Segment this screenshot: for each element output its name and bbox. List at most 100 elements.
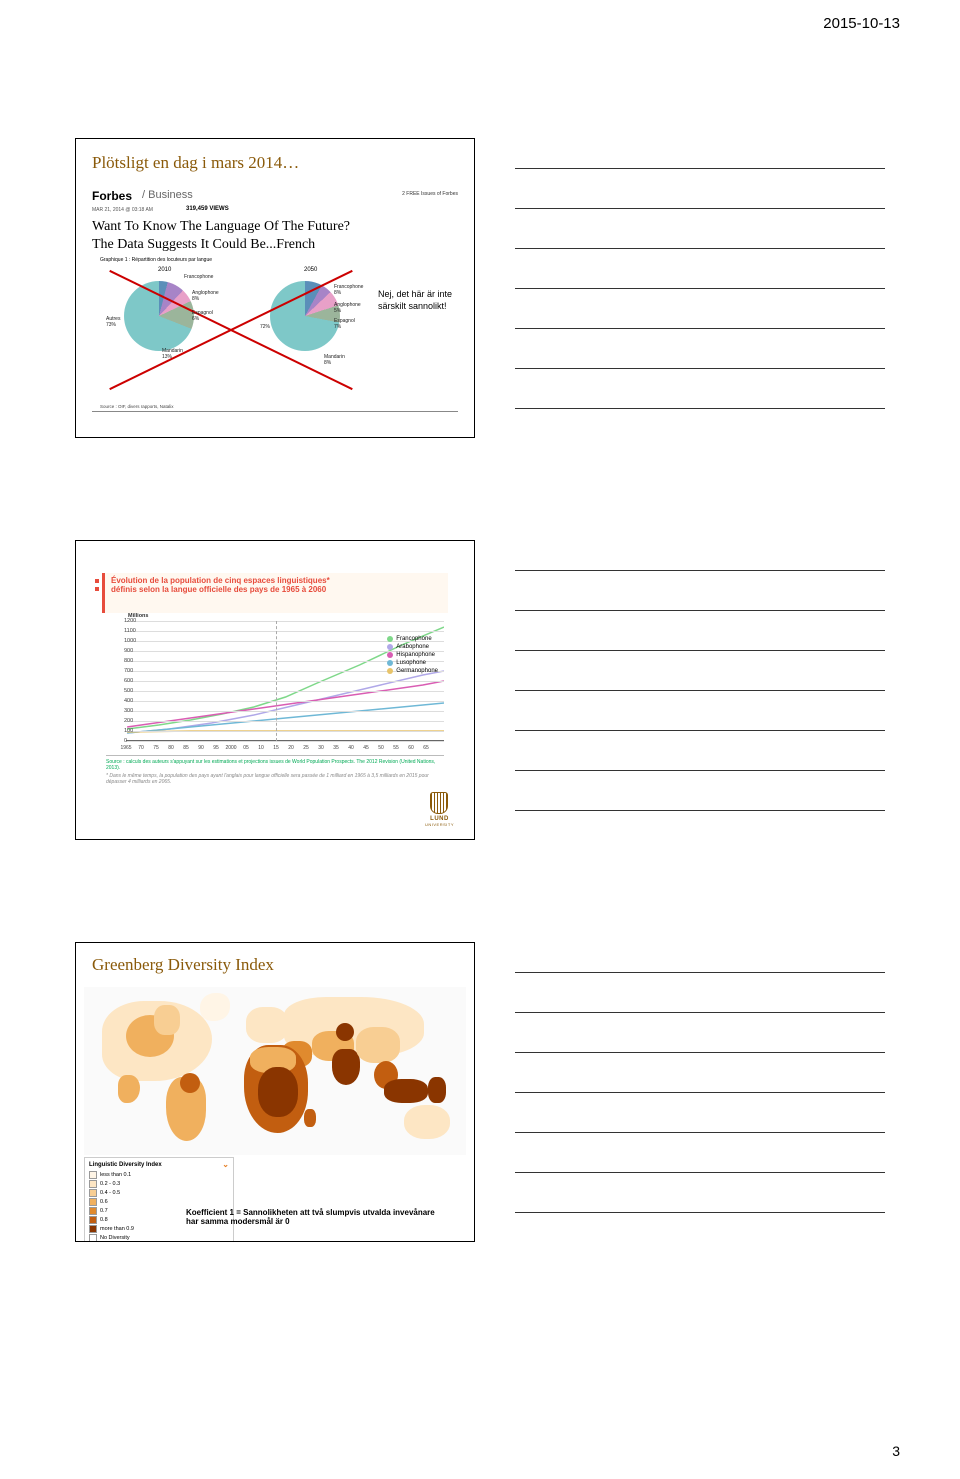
line-chart-legend: FrancophoneArabophoneHispanophoneLusopho…: [387, 636, 438, 676]
pie-label: Espagnol6%: [192, 311, 213, 322]
note-line: [515, 610, 885, 611]
x-tick-label: 45: [363, 745, 369, 751]
map-legend-item: 0.2 - 0.3: [89, 1180, 229, 1188]
note-line: [515, 288, 885, 289]
slide2-title-band: Évolution de la population de cinq espac…: [102, 573, 448, 613]
map-legend-swatch: [89, 1207, 97, 1215]
map-legend-item: No Diversity: [89, 1234, 229, 1242]
slide-2: Évolution de la population de cinq espac…: [75, 540, 475, 840]
map-legend-swatch: [89, 1198, 97, 1206]
slide3-caption: Koefficient 1 = Sannolikheten att två sl…: [186, 1208, 444, 1227]
note-line: [515, 1172, 885, 1173]
lund-sub: UNIVERSITY: [425, 822, 454, 827]
note-line: [515, 972, 885, 973]
headline-line1: Want To Know The Language Of The Future?: [92, 219, 350, 235]
x-tick-label: 55: [393, 745, 399, 751]
slide1-annotation: Nej, det här är inte särskilt sannolikt!: [378, 289, 474, 312]
x-tick-label: 90: [198, 745, 204, 751]
note-line: [515, 650, 885, 651]
page-number: 3: [892, 1443, 900, 1459]
map-legend-swatch: [89, 1189, 97, 1197]
x-tick-label: 05: [243, 745, 249, 751]
forbes-promo: 2 FREE Issues of Forbes: [402, 191, 458, 197]
world-map: [84, 987, 466, 1155]
map-legend-label: 0.2 - 0.3: [100, 1181, 120, 1187]
legend-item: Hispanophone: [387, 652, 438, 658]
legend-swatch: [387, 644, 393, 650]
x-tick-label: 25: [303, 745, 309, 751]
legend-label: Germanophone: [396, 668, 438, 674]
map-legend-item: 0.6: [89, 1198, 229, 1206]
x-tick-label: 50: [378, 745, 384, 751]
slide2-footnote: * Dans le même temps, la population des …: [106, 773, 444, 785]
map-legend-item: 0.4 - 0.5: [89, 1189, 229, 1197]
x-tick-label: 35: [333, 745, 339, 751]
x-tick-label: 65: [423, 745, 429, 751]
note-line: [515, 690, 885, 691]
note-line: [515, 408, 885, 409]
slide-row-3: Greenberg Diversity Index: [75, 942, 885, 1242]
pie-label: Espagnol7%: [334, 319, 355, 330]
note-line: [515, 1132, 885, 1133]
pie-label: Francophone: [184, 275, 213, 281]
legend-label: Lusophone: [396, 660, 426, 666]
chevron-down-icon: ⌄: [222, 1160, 229, 1169]
map-legend-label: less than 0.1: [100, 1172, 131, 1178]
lund-crest-icon: [430, 792, 448, 814]
slide2-source: Source : calculs des auteurs s'appuyant …: [106, 755, 444, 771]
x-tick-label: 95: [213, 745, 219, 751]
note-line: [515, 208, 885, 209]
pie-label: Mandarin8%: [324, 355, 345, 366]
x-tick-label: 70: [138, 745, 144, 751]
note-line: [515, 770, 885, 771]
map-legend-label: No Diversity: [100, 1235, 130, 1241]
note-line: [515, 1212, 885, 1213]
legend-swatch: [387, 652, 393, 658]
legend-label: Arabophone: [396, 644, 429, 650]
pie-label: Autres73%: [106, 317, 120, 328]
crossout-overlay: [96, 259, 366, 399]
slide-row-2: Évolution de la population de cinq espac…: [75, 540, 885, 840]
forbes-logo: Forbes: [92, 189, 132, 203]
note-line: [515, 730, 885, 731]
x-tick-label: 30: [318, 745, 324, 751]
lund-logo: LUND UNIVERSITY: [425, 792, 454, 827]
note-line: [515, 570, 885, 571]
note-line: [515, 810, 885, 811]
pie-label: Anglophone5%: [334, 303, 361, 314]
map-legend-label: 0.4 - 0.5: [100, 1190, 120, 1196]
legend-swatch: [387, 636, 393, 642]
x-tick-label: 80: [168, 745, 174, 751]
map-legend-swatch: [89, 1225, 97, 1233]
x-tick-label: 40: [348, 745, 354, 751]
map-legend-swatch: [89, 1180, 97, 1188]
notes-3: [505, 942, 885, 1242]
note-line: [515, 1052, 885, 1053]
map-legend-item: less than 0.1: [89, 1171, 229, 1179]
map-legend-title: Linguistic Diversity Index: [89, 1162, 162, 1168]
slide2-title1: Évolution de la population de cinq espac…: [111, 576, 442, 585]
slide-row-1: Plötsligt en dag i mars 2014… Forbes / B…: [75, 138, 885, 438]
x-tick-label: 75: [153, 745, 159, 751]
x-tick-label: 85: [183, 745, 189, 751]
slide1-title: Plötsligt en dag i mars 2014…: [92, 153, 299, 173]
slide2-title2: définis selon la langue officielle des p…: [111, 585, 442, 594]
x-tick-label: 60: [408, 745, 414, 751]
legend-item: Arabophone: [387, 644, 438, 650]
legend-item: Germanophone: [387, 668, 438, 674]
legend-item: Lusophone: [387, 660, 438, 666]
pie-label: Mandarin13%: [162, 349, 183, 360]
forbes-section: / Business: [142, 189, 193, 201]
note-line: [515, 168, 885, 169]
x-tick-label: 2000: [225, 745, 236, 751]
legend-swatch: [387, 668, 393, 674]
page-date: 2015-10-13: [823, 15, 900, 32]
map-legend-swatch: [89, 1216, 97, 1224]
article-views: 319,459 VIEWS: [186, 206, 229, 212]
slide3-title: Greenberg Diversity Index: [92, 955, 274, 975]
note-line: [515, 368, 885, 369]
headline-line2: The Data Suggests It Could Be...French: [92, 237, 315, 253]
note-line: [515, 1092, 885, 1093]
map-legend-label: more than 0.9: [100, 1226, 134, 1232]
map-legend-label: 0.8: [100, 1217, 108, 1223]
